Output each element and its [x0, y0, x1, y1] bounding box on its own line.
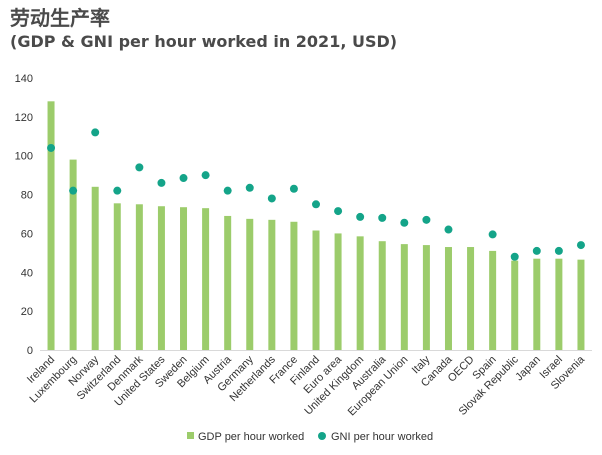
gni-dot: [312, 200, 320, 209]
gni-dot: [576, 241, 585, 250]
y-tick-label: 60: [21, 228, 33, 240]
gni-dot: [157, 178, 166, 187]
gdp-bar: [157, 206, 165, 350]
dot-series: [47, 128, 585, 261]
gdp-bar: [224, 215, 232, 350]
gdp-bar: [91, 186, 99, 350]
gdp-bar: [378, 241, 386, 350]
gni-dot: [444, 225, 453, 234]
legend-dot-swatch: [318, 432, 326, 440]
gni-dot: [334, 207, 343, 216]
gdp-bar: [467, 247, 475, 350]
gni-dot: [422, 215, 431, 224]
x-tick-label: Japan: [513, 354, 543, 384]
gni-dot: [400, 218, 409, 227]
gni-dot: [532, 246, 541, 255]
gdp-bar: [312, 230, 320, 350]
gdp-bar: [577, 259, 585, 350]
gdp-bar: [47, 101, 55, 350]
chart-subtitle: (GDP & GNI per hour worked in 2021, USD): [10, 32, 398, 51]
legend-bar-swatch: [187, 432, 194, 439]
x-axis: IrelandLuxembourgNorwaySwitzerlandDenmar…: [25, 350, 592, 418]
gdp-bar: [444, 247, 452, 350]
y-tick-label: 120: [15, 112, 33, 124]
gni-dot: [378, 213, 387, 222]
gdp-bar: [268, 219, 276, 350]
gni-dot: [179, 174, 188, 183]
y-tick-label: 140: [15, 73, 33, 85]
bar-series: [47, 101, 585, 350]
y-tick-label: 0: [27, 345, 33, 357]
y-axis: 0 20 40 60 80 100 120 140: [15, 73, 33, 357]
legend: GDP per hour worked GNI per hour worked: [187, 431, 433, 443]
gdp-bar: [135, 204, 143, 350]
gdp-bar: [533, 258, 541, 350]
gni-dot: [69, 186, 78, 195]
gni-dot: [135, 163, 144, 172]
chart-title: 劳动生产率: [10, 6, 110, 30]
legend-gdp-label: GDP per hour worked: [198, 431, 304, 443]
y-tick-label: 100: [15, 151, 33, 163]
gni-dot: [223, 186, 232, 195]
gni-dot: [245, 183, 254, 192]
gdp-bar: [113, 203, 121, 350]
gni-dot: [488, 230, 497, 239]
y-tick-label: 80: [21, 190, 33, 202]
gni-dot: [47, 143, 56, 152]
gdp-bar: [400, 244, 408, 350]
gni-dot: [510, 252, 519, 261]
gdp-bar: [356, 236, 364, 350]
gdp-bar: [69, 159, 77, 350]
gni-dot: [289, 184, 298, 193]
gdp-bar: [246, 218, 254, 350]
y-tick-label: 40: [21, 267, 33, 279]
gdp-bar: [202, 208, 210, 350]
gni-dot: [113, 186, 122, 195]
gdp-bar: [334, 233, 342, 350]
gdp-bar: [290, 221, 298, 350]
gni-dot: [267, 194, 276, 203]
gdp-bar: [180, 207, 188, 350]
gni-dot: [554, 246, 563, 255]
gni-dot: [201, 171, 210, 180]
gni-dot: [91, 128, 100, 137]
gdp-bar: [555, 258, 563, 350]
gni-dot: [356, 212, 365, 221]
gdp-bar: [422, 245, 430, 350]
gdp-bar: [489, 250, 497, 350]
y-tick-label: 20: [21, 306, 33, 318]
legend-gni-label: GNI per hour worked: [331, 431, 433, 443]
gdp-bar: [511, 260, 519, 350]
